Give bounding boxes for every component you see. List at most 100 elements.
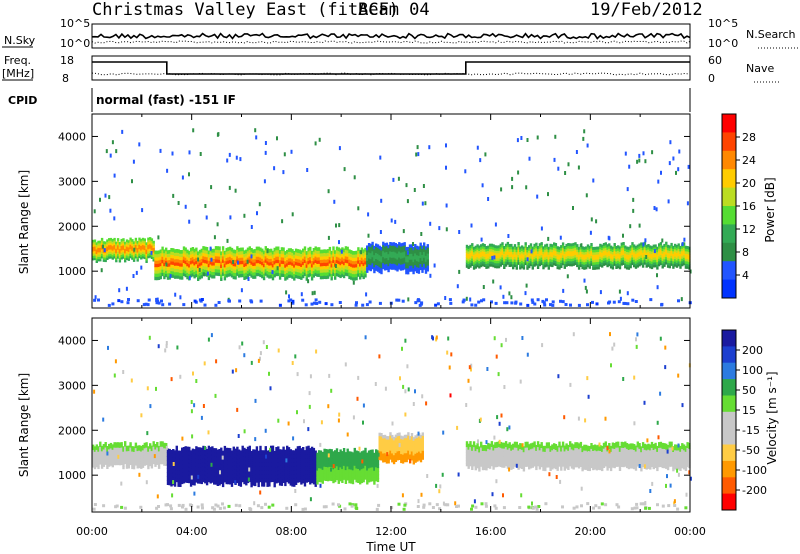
heatmap-cell	[214, 252, 218, 257]
heatmap-cell	[116, 238, 120, 241]
heatmap-cell	[649, 255, 652, 259]
heatmap-cell	[234, 262, 237, 267]
heatmap-cell	[407, 441, 410, 445]
heatmap-cell	[230, 462, 234, 467]
heatmap-cell	[426, 265, 429, 269]
heatmap-cell	[369, 453, 372, 458]
heatmap-cell	[602, 252, 606, 256]
heatmap-cell	[109, 253, 113, 257]
heatmap-cell	[100, 249, 104, 252]
heatmap-cell	[159, 249, 162, 254]
heatmap-cell	[109, 246, 113, 250]
heatmap-cell	[282, 273, 285, 277]
heatmap-cell	[132, 461, 136, 465]
heatmap-cell	[373, 459, 376, 464]
heatmap-cell	[165, 460, 168, 464]
heatmap-cell	[373, 248, 376, 253]
heatmap-cell	[606, 249, 609, 253]
heatmap-cell	[241, 465, 244, 471]
scatter-cell	[413, 188, 416, 192]
heatmap-cell	[353, 451, 356, 456]
heatmap-cell	[625, 246, 629, 250]
heatmap-cell	[165, 247, 168, 252]
heatmap-cell	[319, 474, 323, 479]
heatmap-cell	[663, 261, 666, 265]
heatmap-cell	[131, 239, 134, 242]
heatmap-cell	[483, 254, 486, 257]
scatter-cell	[338, 240, 340, 245]
heatmap-cell	[145, 459, 148, 463]
heatmap-cell	[392, 451, 396, 456]
heatmap-cell	[241, 263, 244, 268]
heatmap-cell	[403, 242, 406, 246]
heatmap-cell	[405, 249, 408, 254]
heatmap-cell	[622, 252, 625, 255]
heatmap-cell	[520, 250, 524, 254]
heatmap-cell	[334, 266, 337, 271]
heatmap-cell	[268, 261, 271, 266]
heatmap-cell	[547, 249, 550, 253]
ground-scatter-cell	[368, 300, 372, 304]
heatmap-cell	[467, 248, 470, 252]
heatmap-cell	[179, 474, 182, 479]
heatmap-cell	[310, 257, 314, 261]
heatmap-cell	[478, 260, 481, 264]
heatmap-cell	[357, 269, 360, 274]
heatmap-cell	[574, 244, 577, 248]
heatmap-cell	[245, 275, 248, 280]
heatmap-cell	[419, 440, 423, 445]
scatter-cell	[132, 159, 135, 164]
heatmap-cell	[326, 473, 330, 478]
heatmap-cell	[350, 451, 353, 456]
heatmap-cell	[469, 254, 472, 258]
heatmap-cell	[513, 246, 517, 250]
heatmap-cell	[198, 447, 202, 452]
heatmap-cell	[181, 269, 184, 274]
heatmap-cell	[270, 473, 273, 479]
heatmap-cell	[318, 273, 321, 277]
heatmap-cell	[202, 469, 205, 475]
scatter-cell	[626, 187, 629, 192]
heatmap-cell	[572, 247, 575, 251]
heatmap-cell	[357, 479, 360, 483]
heatmap-cell	[611, 249, 615, 252]
heatmap-cell	[136, 448, 139, 452]
heatmap-cell	[421, 248, 424, 252]
heatmap-cell	[346, 256, 349, 261]
colorbar-tick-label: 24	[742, 154, 756, 167]
heatmap-cell	[296, 462, 300, 467]
scatter-cell	[338, 223, 341, 228]
heatmap-cell	[510, 248, 513, 252]
heatmap-cell	[310, 470, 314, 476]
heatmap-cell	[681, 250, 684, 254]
scatter-cell	[228, 152, 231, 157]
heatmap-cell	[615, 253, 618, 257]
heatmap-cell	[188, 478, 191, 484]
heatmap-cell	[469, 252, 472, 256]
heatmap-cell	[307, 250, 310, 255]
heatmap-cell	[262, 273, 266, 277]
heatmap-cell	[599, 246, 602, 250]
heatmap-cell	[131, 453, 134, 457]
heatmap-cell	[236, 272, 239, 276]
heatmap-cell	[211, 248, 214, 253]
heatmap-cell	[221, 256, 225, 260]
heatmap-cell	[590, 255, 593, 259]
scatter-cell	[172, 193, 175, 198]
heatmap-cell	[186, 252, 189, 257]
heatmap-cell	[189, 267, 193, 271]
heatmap-cell	[569, 245, 572, 249]
heatmap-cell	[136, 258, 139, 262]
heatmap-cell	[149, 448, 152, 452]
heatmap-cell	[341, 270, 344, 274]
heatmap-cell	[131, 252, 134, 256]
scatter-cell	[234, 188, 237, 193]
heatmap-cell	[401, 257, 405, 262]
heatmap-cell	[124, 458, 127, 462]
heatmap-cell	[245, 259, 248, 263]
heatmap-cell	[574, 252, 577, 256]
heatmap-cell	[357, 461, 360, 466]
heatmap-cell	[204, 474, 207, 480]
scatter-cell	[306, 168, 309, 172]
scatter-cell	[318, 137, 321, 142]
